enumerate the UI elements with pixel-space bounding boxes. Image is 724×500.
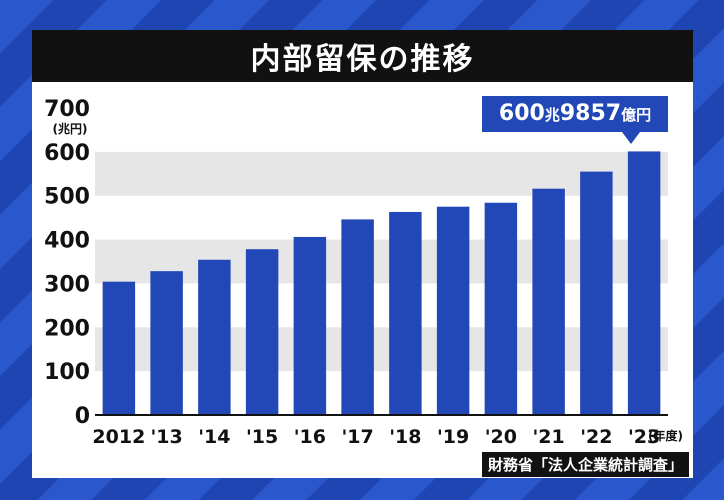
y-tick-label: 100 [44,360,90,385]
grid-band [95,151,668,196]
x-tick-label: '19 [437,426,469,448]
bar [150,271,183,415]
x-tick-label: '13 [150,426,182,448]
y-tick-label: 0 [75,404,90,429]
bar [580,171,613,415]
bar [389,211,422,415]
bar [484,202,518,415]
source-note: 財務省「法人企業統計調査」 [481,452,689,477]
y-axis-unit: (兆円) [53,121,88,136]
y-tick-label: 600 [44,141,90,166]
grid-band [95,327,668,372]
bar [627,151,661,415]
x-tick-label: 2012 [92,426,145,448]
bar [293,236,327,415]
y-tick-label: 500 [44,185,90,210]
x-axis-unit: (年度) [648,428,683,443]
grid-bands [95,151,668,372]
x-tick-label: '20 [485,426,517,448]
y-tick-label: 700 [44,97,90,122]
chart-title: 内部留保の推移 [32,30,693,82]
bar [532,188,565,415]
y-axis-ticks: 0 100 200 300 400 500 600 700 [44,97,90,429]
x-tick-label: '21 [532,426,564,448]
grid-band [95,239,668,284]
bar [341,219,374,415]
x-tick-label: '17 [341,426,373,448]
x-tick-label: '16 [294,426,326,448]
bar [198,259,231,415]
callout-label: 600 兆 9857 億円 [482,96,668,144]
callout-amount-2: 9857 [559,101,622,126]
bar [245,249,279,415]
x-tick-label: '15 [246,426,278,448]
bar [102,281,136,415]
callout-unit-2: 億円 [621,106,652,124]
bar [436,206,470,415]
x-tick-label: '18 [389,426,421,448]
callout-unit-1: 兆 [544,106,560,124]
x-tick-label: '14 [198,426,230,448]
y-tick-label: 400 [44,229,90,254]
bars [102,151,661,415]
y-tick-label: 300 [44,272,90,297]
x-tick-label: '23 [628,426,660,448]
callout-amount-1: 600 [498,101,545,126]
y-tick-label: 200 [44,316,90,341]
x-tick-label: '22 [580,426,612,448]
x-axis-ticks: 2012'13 '14 '15 '16 '17 '18 '19 '20 '21 '22 '23 [92,426,660,448]
